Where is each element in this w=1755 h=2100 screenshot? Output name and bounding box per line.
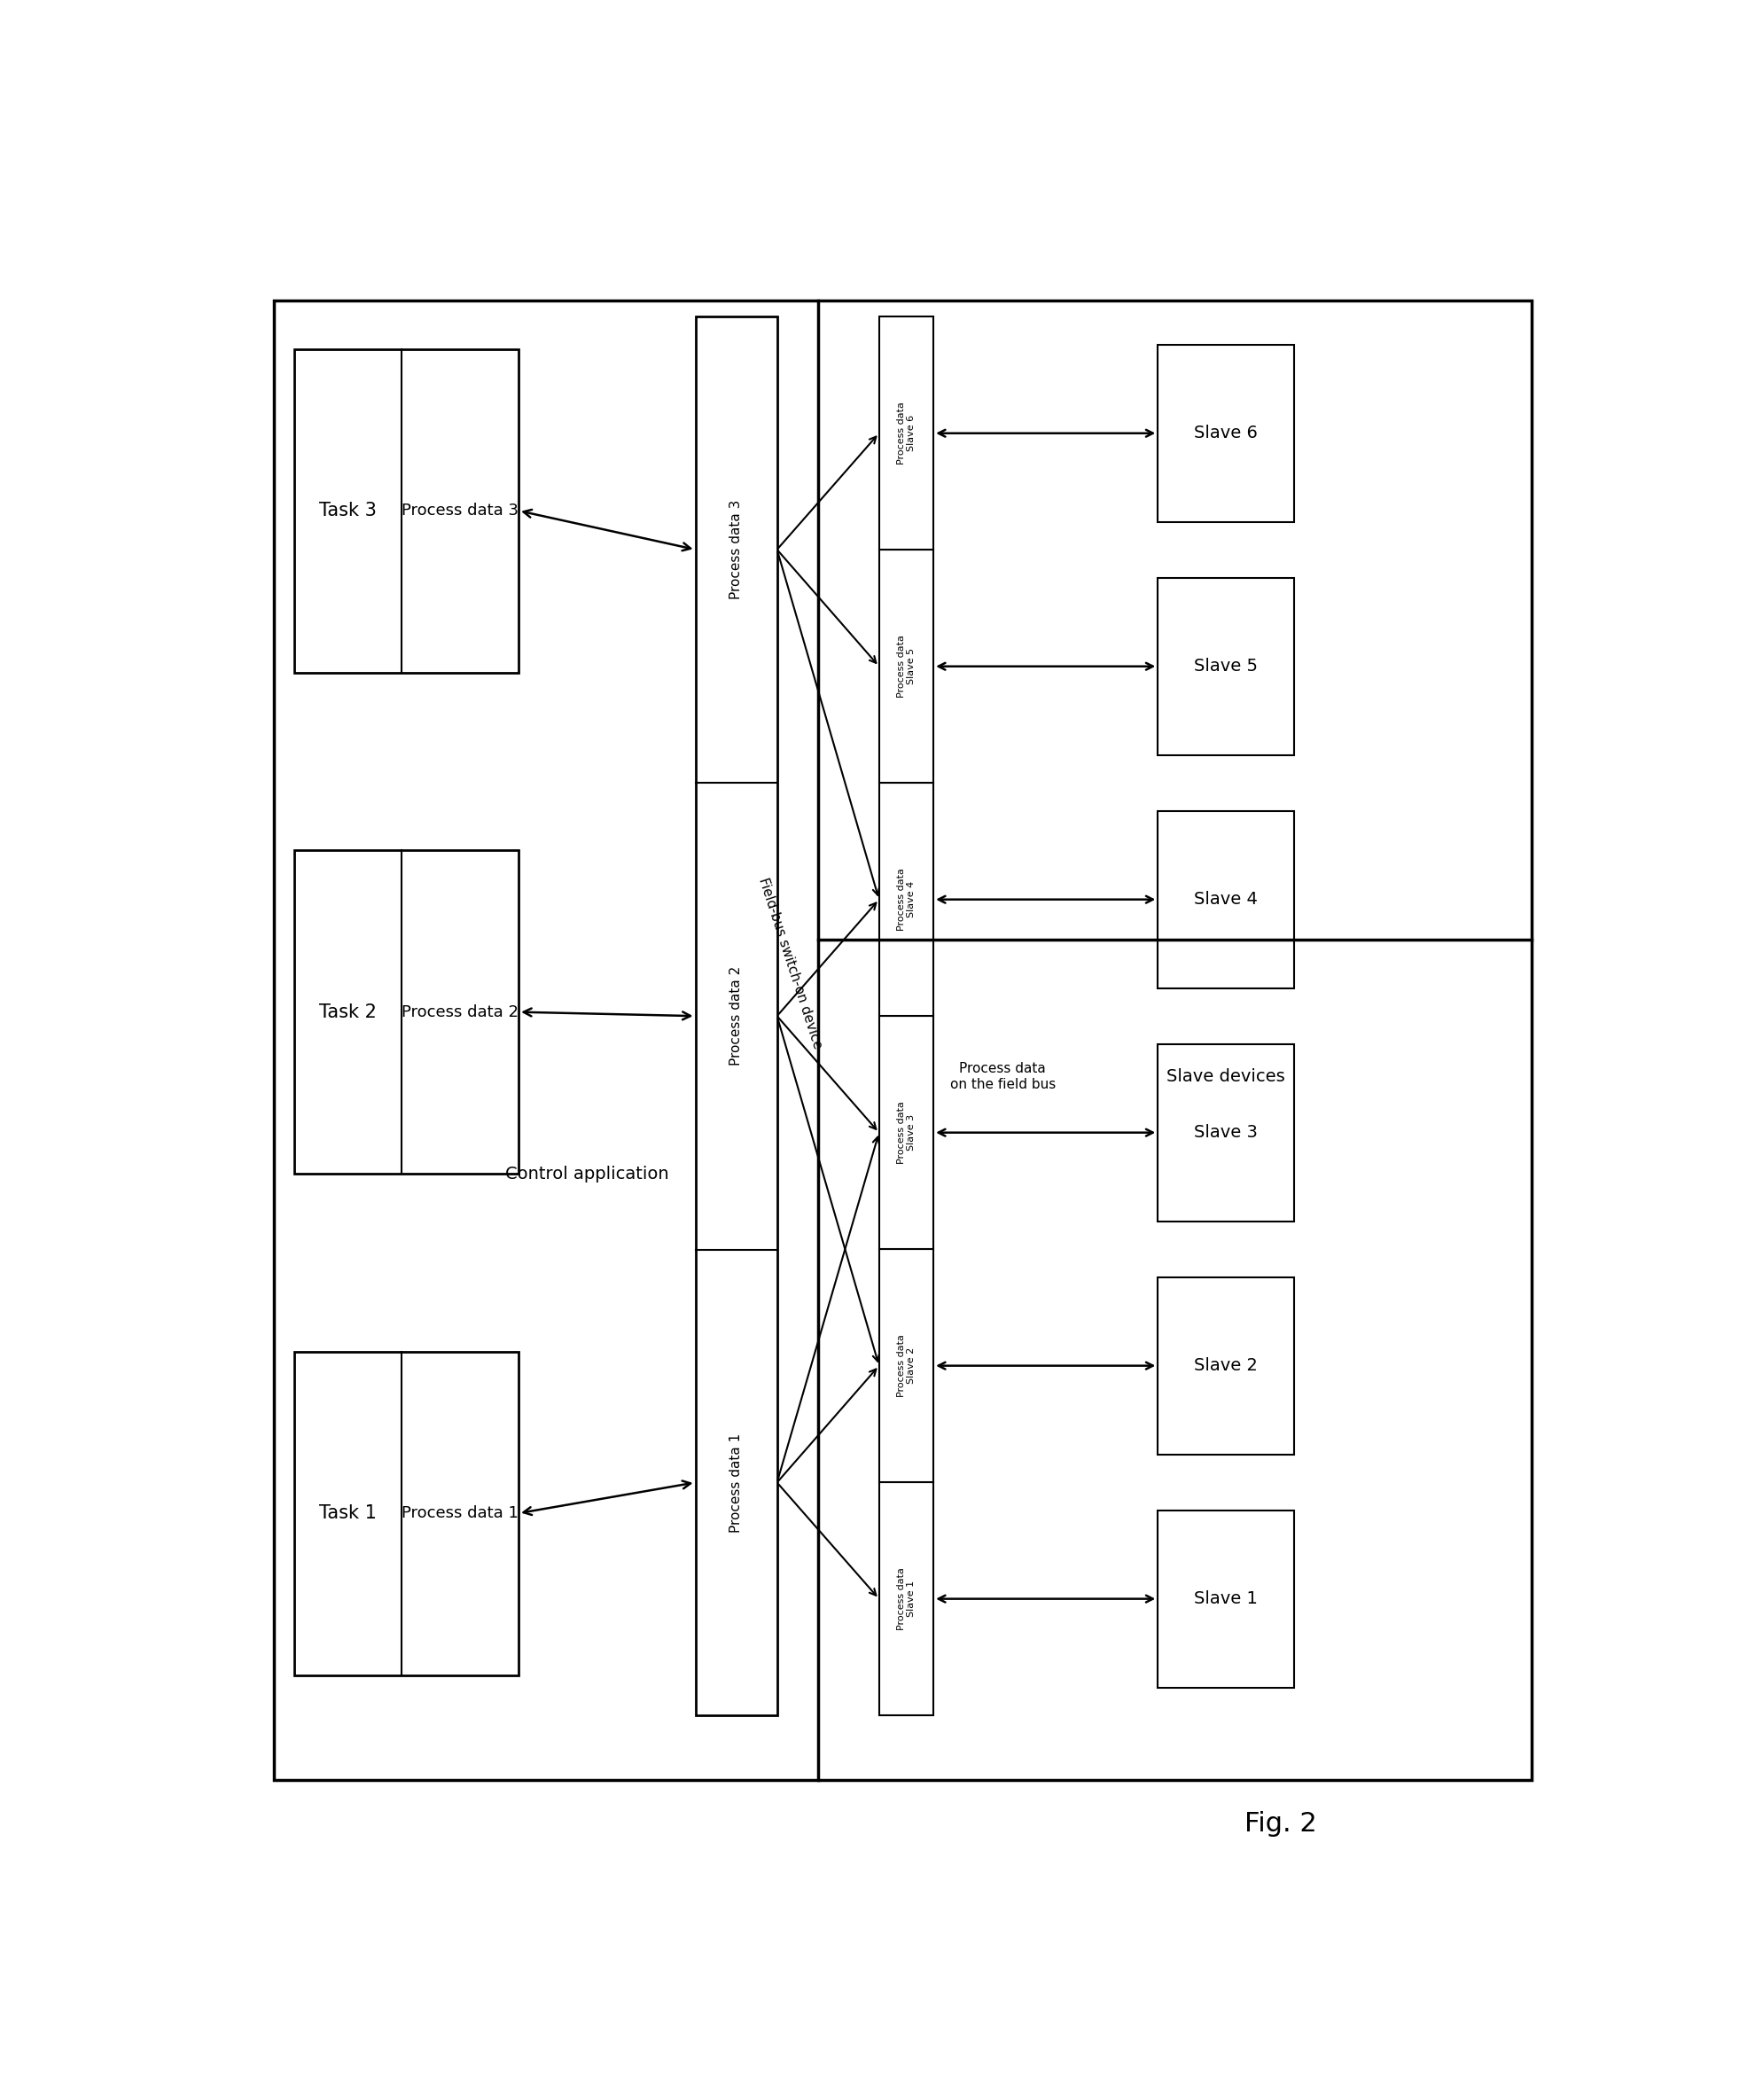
Text: Process data 1: Process data 1 [730,1432,742,1533]
Text: Process data
Slave 2: Process data Slave 2 [897,1334,916,1397]
Text: Control application: Control application [505,1166,669,1182]
Text: Process data
Slave 4: Process data Slave 4 [897,867,916,930]
Bar [295,850,519,1174]
Bar [1158,344,1293,521]
Bar [1158,1510,1293,1688]
Bar [879,1249,934,1483]
Text: Slave 4: Slave 4 [1193,890,1258,907]
Text: Slave 5: Slave 5 [1193,657,1258,674]
Bar [879,1016,934,1249]
Text: Field-bus switch-on device: Field-bus switch-on device [756,876,825,1050]
Text: Process data 3: Process data 3 [730,500,742,598]
Bar [879,783,934,1016]
Bar [879,1483,934,1716]
Bar [295,1352,519,1676]
Bar [879,550,934,783]
Text: Process data 2: Process data 2 [402,1004,519,1021]
Text: Slave 2: Slave 2 [1193,1357,1258,1373]
Text: Slave devices: Slave devices [1167,1069,1285,1086]
Text: Process data 2: Process data 2 [730,966,742,1067]
Text: Slave 1: Slave 1 [1193,1590,1258,1606]
Bar [295,349,519,672]
Text: Task 1: Task 1 [319,1504,377,1522]
Bar [1158,811,1293,989]
Bar [879,317,934,550]
Bar [1158,1044,1293,1222]
Bar [1158,578,1293,754]
Text: Process data 1: Process data 1 [402,1506,519,1520]
Text: Process data
Slave 1: Process data Slave 1 [897,1567,916,1630]
Text: Slave 6: Slave 6 [1193,424,1258,441]
Bar [695,317,777,1716]
Text: Process data 3: Process data 3 [402,502,519,519]
Bar [1158,1277,1293,1455]
Text: Task 2: Task 2 [319,1004,377,1021]
Text: Process data
Slave 6: Process data Slave 6 [897,401,916,464]
Text: Process data
on the field bus: Process data on the field bus [949,1063,1057,1092]
Text: Process data
Slave 3: Process data Slave 3 [897,1100,916,1163]
Text: Fig. 2: Fig. 2 [1244,1810,1316,1838]
Text: Slave 3: Slave 3 [1193,1124,1258,1140]
Text: Task 3: Task 3 [319,502,377,519]
Text: Process data
Slave 5: Process data Slave 5 [897,634,916,697]
